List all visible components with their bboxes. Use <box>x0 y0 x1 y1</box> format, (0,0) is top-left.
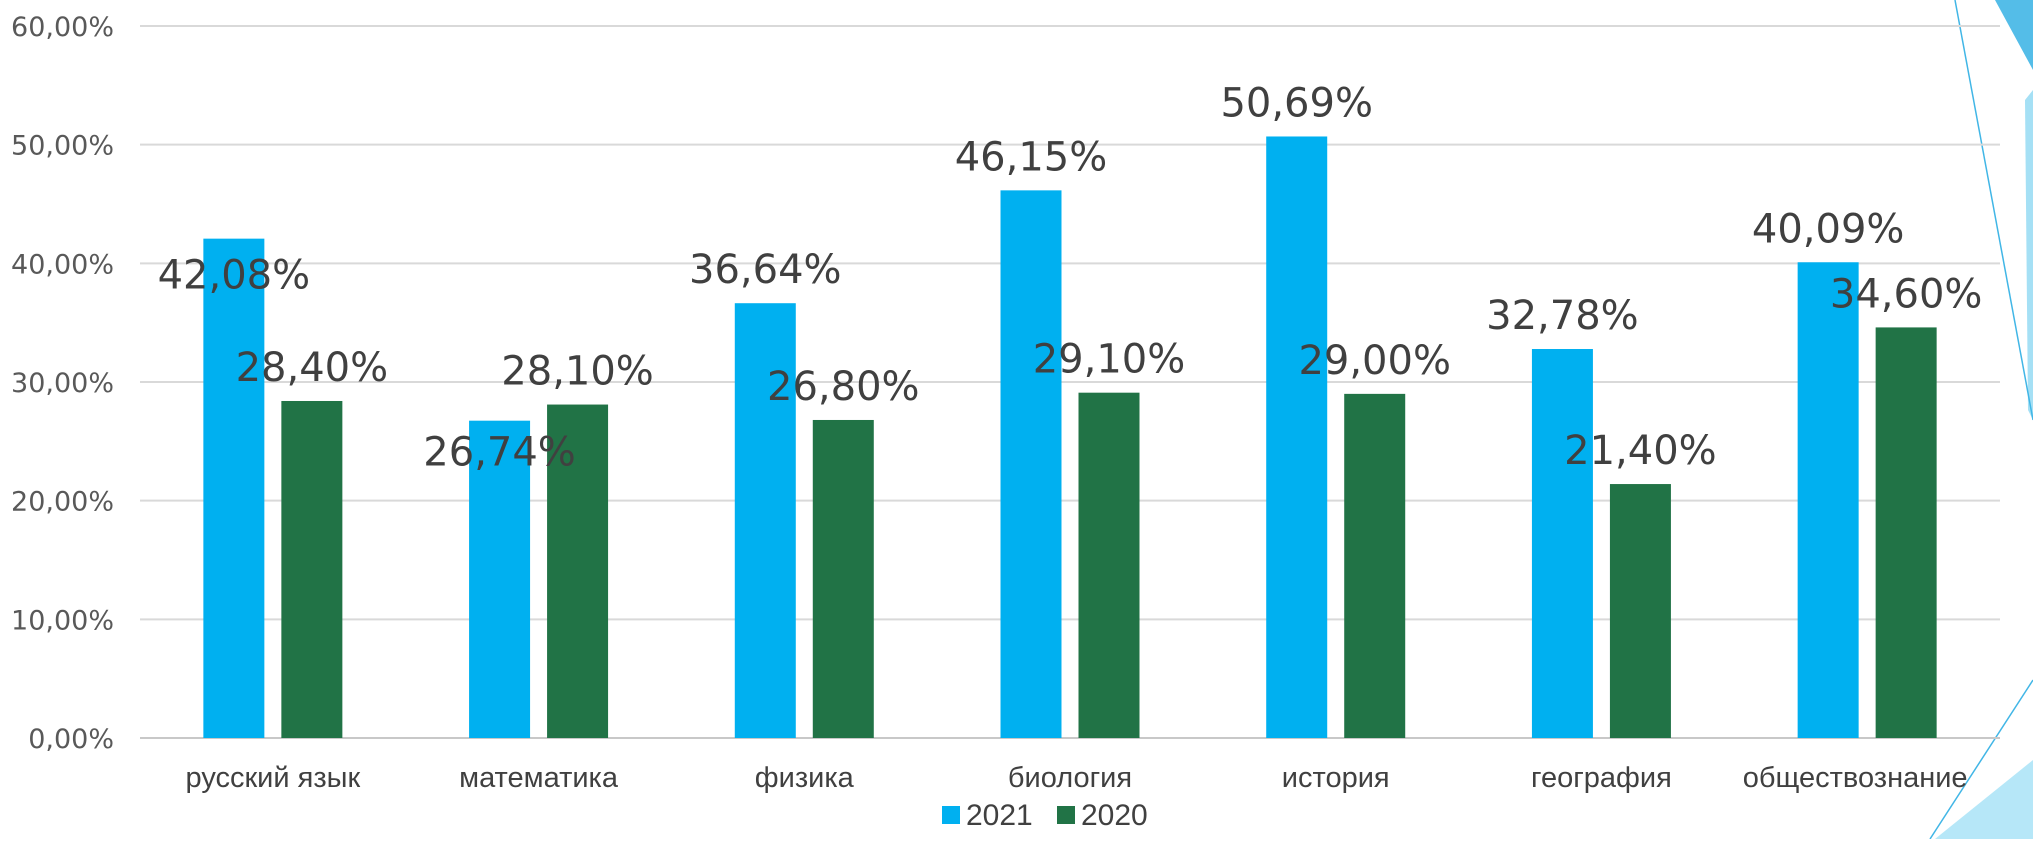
data-label-2021: 46,15% <box>955 134 1108 180</box>
data-label-2020: 21,40% <box>1564 428 1717 474</box>
data-label-2021: 36,64% <box>689 247 842 293</box>
decor-right-band <box>2025 90 2033 420</box>
category-label: математика <box>459 762 619 794</box>
legend-label-2021: 2021 <box>966 799 1033 832</box>
legend-label-2020: 2020 <box>1081 799 1148 832</box>
y-tick-label: 20,00% <box>11 487 114 518</box>
bar-2021 <box>1266 136 1328 739</box>
decor-line-2 <box>1929 679 2033 840</box>
data-label-2021: 32,78% <box>1486 293 1639 339</box>
y-tick-label: 50,00% <box>11 131 114 162</box>
bar-2021 <box>203 238 265 738</box>
category-labels: русский язык математика физика биология исто… <box>186 762 1968 794</box>
category-label: русский язык <box>186 762 361 794</box>
category-label: физика <box>755 762 855 794</box>
y-tick-label: 30,00% <box>11 368 114 399</box>
legend-swatch-2021 <box>942 806 960 824</box>
slide-decoration <box>1929 0 2033 840</box>
bar-2020 <box>547 404 609 738</box>
category-label: история <box>1282 762 1390 794</box>
data-labels: 42,08% 28,40% 26,74% 28,10% 36,64% 26,80% 46,1… <box>158 80 1983 475</box>
y-tick-label: 60,00% <box>11 12 114 43</box>
category-label: география <box>1531 762 1672 794</box>
y-tick-label: 10,00% <box>11 605 114 636</box>
data-label-2021: 26,74% <box>423 430 576 476</box>
bar-2021 <box>469 420 531 738</box>
data-label-2020: 34,60% <box>1830 271 1983 317</box>
decor-top-triangle <box>1995 0 2033 70</box>
gridlines <box>140 25 2000 739</box>
decor-bottom-triangle <box>1935 760 2033 839</box>
data-label-2020: 28,10% <box>501 349 654 395</box>
category-label: биология <box>1008 762 1132 794</box>
bar-2020 <box>812 419 874 738</box>
bar-2021 <box>1000 190 1062 738</box>
bar-2021 <box>1531 349 1593 738</box>
bar-2020 <box>1609 484 1671 738</box>
y-tick-label: 0,00% <box>28 724 114 755</box>
bars <box>203 136 1937 739</box>
data-label-2020: 28,40% <box>236 345 389 391</box>
legend-swatch-2020 <box>1057 806 1075 824</box>
data-label-2021: 40,09% <box>1752 206 1905 252</box>
data-label-2020: 29,00% <box>1298 338 1451 384</box>
data-label-2020: 26,80% <box>767 364 920 410</box>
bar-2020 <box>281 400 343 738</box>
decor-line-1 <box>1954 0 2033 421</box>
bar-2020 <box>1344 393 1406 738</box>
data-label-2020: 29,10% <box>1033 337 1186 383</box>
legend: 2021 2020 <box>942 799 1148 832</box>
y-axis-ticks: 0,00% 10,00% 20,00% 30,00% 40,00% 50,00% 60,00… <box>11 12 114 755</box>
bar-2021 <box>1797 262 1859 738</box>
category-label: обществознание <box>1743 762 1968 794</box>
bar-2020 <box>1078 392 1140 738</box>
data-label-2021: 42,08% <box>158 253 311 299</box>
y-tick-label: 40,00% <box>11 249 114 280</box>
bar-2021 <box>734 303 796 738</box>
data-label-2021: 50,69% <box>1220 80 1373 126</box>
bar-2020 <box>1875 327 1937 738</box>
